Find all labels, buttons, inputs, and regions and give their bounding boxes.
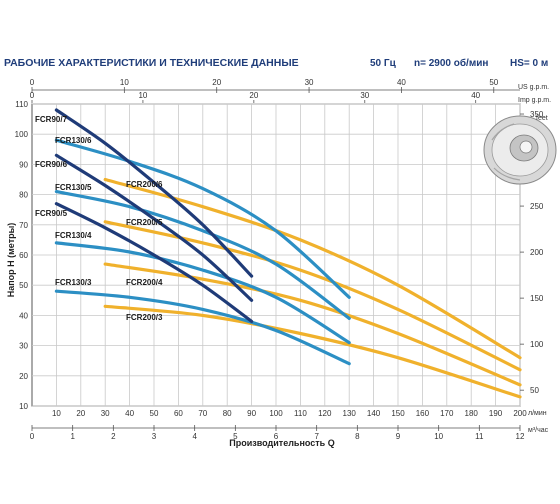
feet-tick-label: 150 (530, 294, 544, 303)
y-tick-label: 80 (19, 191, 28, 200)
x-tick-label: 40 (125, 409, 134, 418)
m3h-tick-label: 0 (30, 432, 35, 441)
curve-label-fcr130-4: FCR130/4 (55, 231, 92, 240)
x-tick-label: 30 (101, 409, 110, 418)
curve-label-fcr130-3: FCR130/3 (55, 278, 92, 287)
x-tick-label: 120 (318, 409, 332, 418)
frequency-label: 50 Гц (370, 58, 397, 69)
x-tick-label: 170 (440, 409, 454, 418)
us-gpm-tick-label: 10 (120, 78, 129, 87)
feet-tick-label: 50 (530, 386, 539, 395)
y-tick-label: 70 (19, 221, 28, 230)
feet-tick-label: 250 (530, 202, 544, 211)
curve-fcr130-6 (54, 138, 351, 299)
y-tick-label: 40 (19, 311, 28, 320)
x-tick-label: 100 (269, 409, 283, 418)
plot-grid (31, 103, 521, 407)
x-tick-label: 70 (198, 409, 207, 418)
curve-fcr200-4 (103, 262, 522, 387)
m3h-tick-label: 12 (516, 432, 525, 441)
imp-gpm-tick-label: 40 (471, 91, 480, 100)
curve-label-fcr130-6: FCR130/6 (55, 136, 92, 145)
impeller-icon (483, 115, 557, 185)
curve-label-fcr90-6: FCR90/6 (35, 160, 68, 169)
curve-labels: FCR90/7 FCR90/6 FCR90/5 FCR130/6 FCR130/5 FCR… (35, 115, 163, 322)
y-tick-label: 20 (19, 372, 28, 381)
chart-header-title: РАБОЧИЕ ХАРАКТЕРИСТИКИ И ТЕХНИЧЕСКИЕ ДАН… (4, 57, 299, 69)
us-gpm-unit-label: US g.p.m. (518, 84, 549, 91)
feet-tick-label: 200 (530, 248, 544, 257)
x-tick-label: 140 (367, 409, 381, 418)
curve-label-fcr200-3: FCR200/3 (126, 313, 163, 322)
x-tick-label: 50 (150, 409, 159, 418)
x-tick-label: 180 (465, 409, 479, 418)
m3h-tick-label: 10 (434, 432, 443, 441)
y-tick-label: 90 (19, 160, 28, 169)
m3h-tick-label: 4 (192, 432, 197, 441)
x-tick-label: 160 (416, 409, 430, 418)
m3h-unit-label: м³/час (528, 427, 549, 434)
imp-gpm-tick-label: 30 (360, 91, 369, 100)
y-tick-label: 10 (19, 402, 28, 411)
y-tick-label: 110 (15, 100, 28, 109)
y-tick-label: 100 (15, 130, 29, 139)
x-tick-label: 110 (294, 409, 307, 418)
m3h-tick-label: 8 (355, 432, 360, 441)
x-tick-label: 150 (391, 409, 405, 418)
curve-label-fcr90-7: FCR90/7 (35, 115, 68, 124)
speed-label: n= 2900 об/мин (414, 57, 488, 69)
x-tick-label: 60 (174, 409, 183, 418)
x-tick-label: 90 (247, 409, 256, 418)
feet-tick-label: 350 (530, 110, 544, 119)
main-axes: 10 20 30 40 50 60 70 80 90 100 110 120 130 140 150 160 1… (15, 100, 544, 441)
feet-tick-label: 100 (530, 340, 544, 349)
curve-label-fcr90-5: FCR90/5 (35, 209, 68, 218)
m3h-tick-label: 7 (314, 432, 319, 441)
m3h-tick-label: 11 (475, 432, 484, 441)
us-gpm-tick-label: 40 (397, 78, 406, 87)
curve-fcr90-6 (54, 153, 254, 302)
imp-gpm-unit-label: Imp g.p.m. (518, 97, 551, 104)
curve-label-fcr200-5: FCR200/5 (126, 218, 163, 227)
curve-fcr130-3 (54, 289, 351, 366)
x-tick-label: 80 (223, 409, 232, 418)
m3h-tick-label: 3 (152, 432, 157, 441)
x-unit-label: л/мин (528, 410, 547, 417)
m3h-tick-label: 9 (396, 432, 401, 441)
curve-fcr130-4 (54, 241, 351, 345)
us-gpm-tick-label: 50 (489, 78, 498, 87)
imp-gpm-tick-label: 0 (30, 91, 35, 100)
suction-height-label: HS= 0 м (510, 58, 548, 69)
us-gpm-tick-label: 0 (30, 78, 35, 87)
curve-fcr200-3 (103, 304, 522, 399)
y-tick-label: 30 (19, 342, 28, 351)
y-tick-label: 50 (19, 281, 28, 290)
m3h-tick-label: 6 (274, 432, 279, 441)
curve-fcr90-7 (54, 108, 254, 278)
x-tick-label: 200 (513, 409, 527, 418)
m3h-tick-label: 1 (70, 432, 75, 441)
m3h-tick-label: 2 (111, 432, 116, 441)
m3h-tick-label: 5 (233, 432, 238, 441)
curve-label-fcr200-4: FCR200/4 (126, 278, 163, 287)
x-tick-label: 20 (76, 409, 85, 418)
pump-curves (54, 108, 522, 399)
imp-gpm-tick-label: 20 (249, 91, 258, 100)
top-flow-axes: 0 10 20 30 40 50 0 10 20 30 40 (30, 78, 520, 103)
y-tick-label: 60 (19, 251, 28, 260)
y-axis-title: Напор H (метры) (6, 223, 16, 298)
x-tick-label: 190 (489, 409, 503, 418)
us-gpm-tick-label: 20 (212, 78, 221, 87)
x-tick-label: 130 (343, 409, 357, 418)
x-axis-title: Производительность Q (229, 438, 334, 448)
curve-fcr90-5 (54, 202, 254, 323)
imp-gpm-tick-label: 10 (138, 91, 147, 100)
feet-unit-label: feet (536, 115, 548, 122)
us-gpm-tick-label: 30 (305, 78, 314, 87)
curve-fcr130-5 (54, 190, 351, 320)
curve-label-fcr200-6: FCR200/6 (126, 180, 163, 189)
curve-label-fcr130-5: FCR130/5 (55, 183, 92, 192)
x-tick-label: 10 (52, 409, 61, 418)
